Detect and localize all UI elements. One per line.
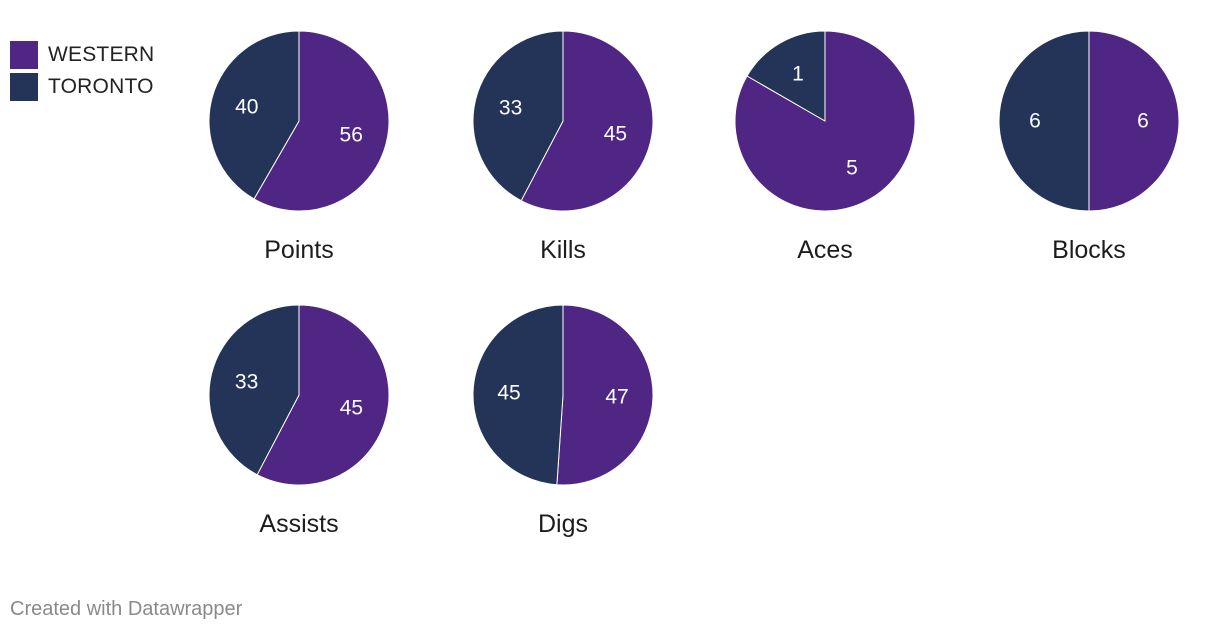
credit-text: Created with Datawrapper [10, 598, 243, 620]
pie-value-label-western: 6 [1137, 110, 1149, 133]
pie-value-label-western: 45 [604, 122, 627, 145]
legend-item-western: WESTERN [10, 39, 154, 71]
pie-slice-western [556, 304, 654, 486]
legend-item-toronto: TORONTO [10, 71, 154, 103]
pie-slice-western [256, 304, 390, 486]
pie-value-label-western: 5 [846, 156, 858, 179]
pie-value-label-toronto: 33 [499, 97, 522, 120]
legend-swatch-toronto [10, 73, 38, 101]
pie-value-label-western: 45 [340, 396, 363, 419]
pie-value-label-toronto: 33 [235, 371, 258, 394]
pie-value-label-toronto: 1 [792, 63, 804, 86]
pie-title: Kills [540, 236, 586, 264]
pie-value-label-western: 56 [340, 124, 363, 147]
pie-title: Digs [538, 510, 588, 538]
pie-digs: 47 45 Digs [472, 304, 654, 538]
legend-label-toronto: TORONTO [48, 75, 154, 98]
pie-slice-toronto [208, 304, 300, 476]
pie-value-label-toronto: 6 [1029, 110, 1041, 133]
pie-title: Blocks [1052, 236, 1126, 264]
legend-label-western: WESTERN [48, 43, 155, 66]
pie-slice-western [1088, 30, 1180, 212]
pie-blocks: 6 6 Blocks [998, 30, 1180, 264]
pie-slice-toronto [208, 30, 300, 200]
pie-slice-toronto [746, 30, 826, 122]
pie-slice-western [520, 30, 654, 212]
pie-slice-toronto [472, 30, 564, 202]
pie-aces: 5 1 Aces [734, 30, 916, 264]
pie-slice-western [253, 30, 390, 212]
legend-swatch-western [10, 41, 38, 69]
pie-slice-toronto [998, 30, 1090, 212]
pie-title: Assists [259, 510, 338, 538]
pie-charts: 56 40 Points 45 33 Kills 5 1 Aces 6 6 Blocks 45 33 Ass… [208, 30, 1180, 538]
pie-value-label-toronto: 45 [497, 382, 520, 405]
pie-assists: 45 33 Assists [208, 304, 390, 538]
pie-value-label-toronto: 40 [235, 96, 258, 119]
legend: WESTERN TORONTO [10, 39, 154, 103]
pie-slice-toronto [472, 304, 564, 486]
pie-points: 56 40 Points [208, 30, 390, 264]
pie-value-label-western: 47 [605, 385, 628, 408]
pie-title: Aces [797, 236, 853, 264]
pie-title: Points [264, 236, 333, 264]
pie-kills: 45 33 Kills [472, 30, 654, 264]
